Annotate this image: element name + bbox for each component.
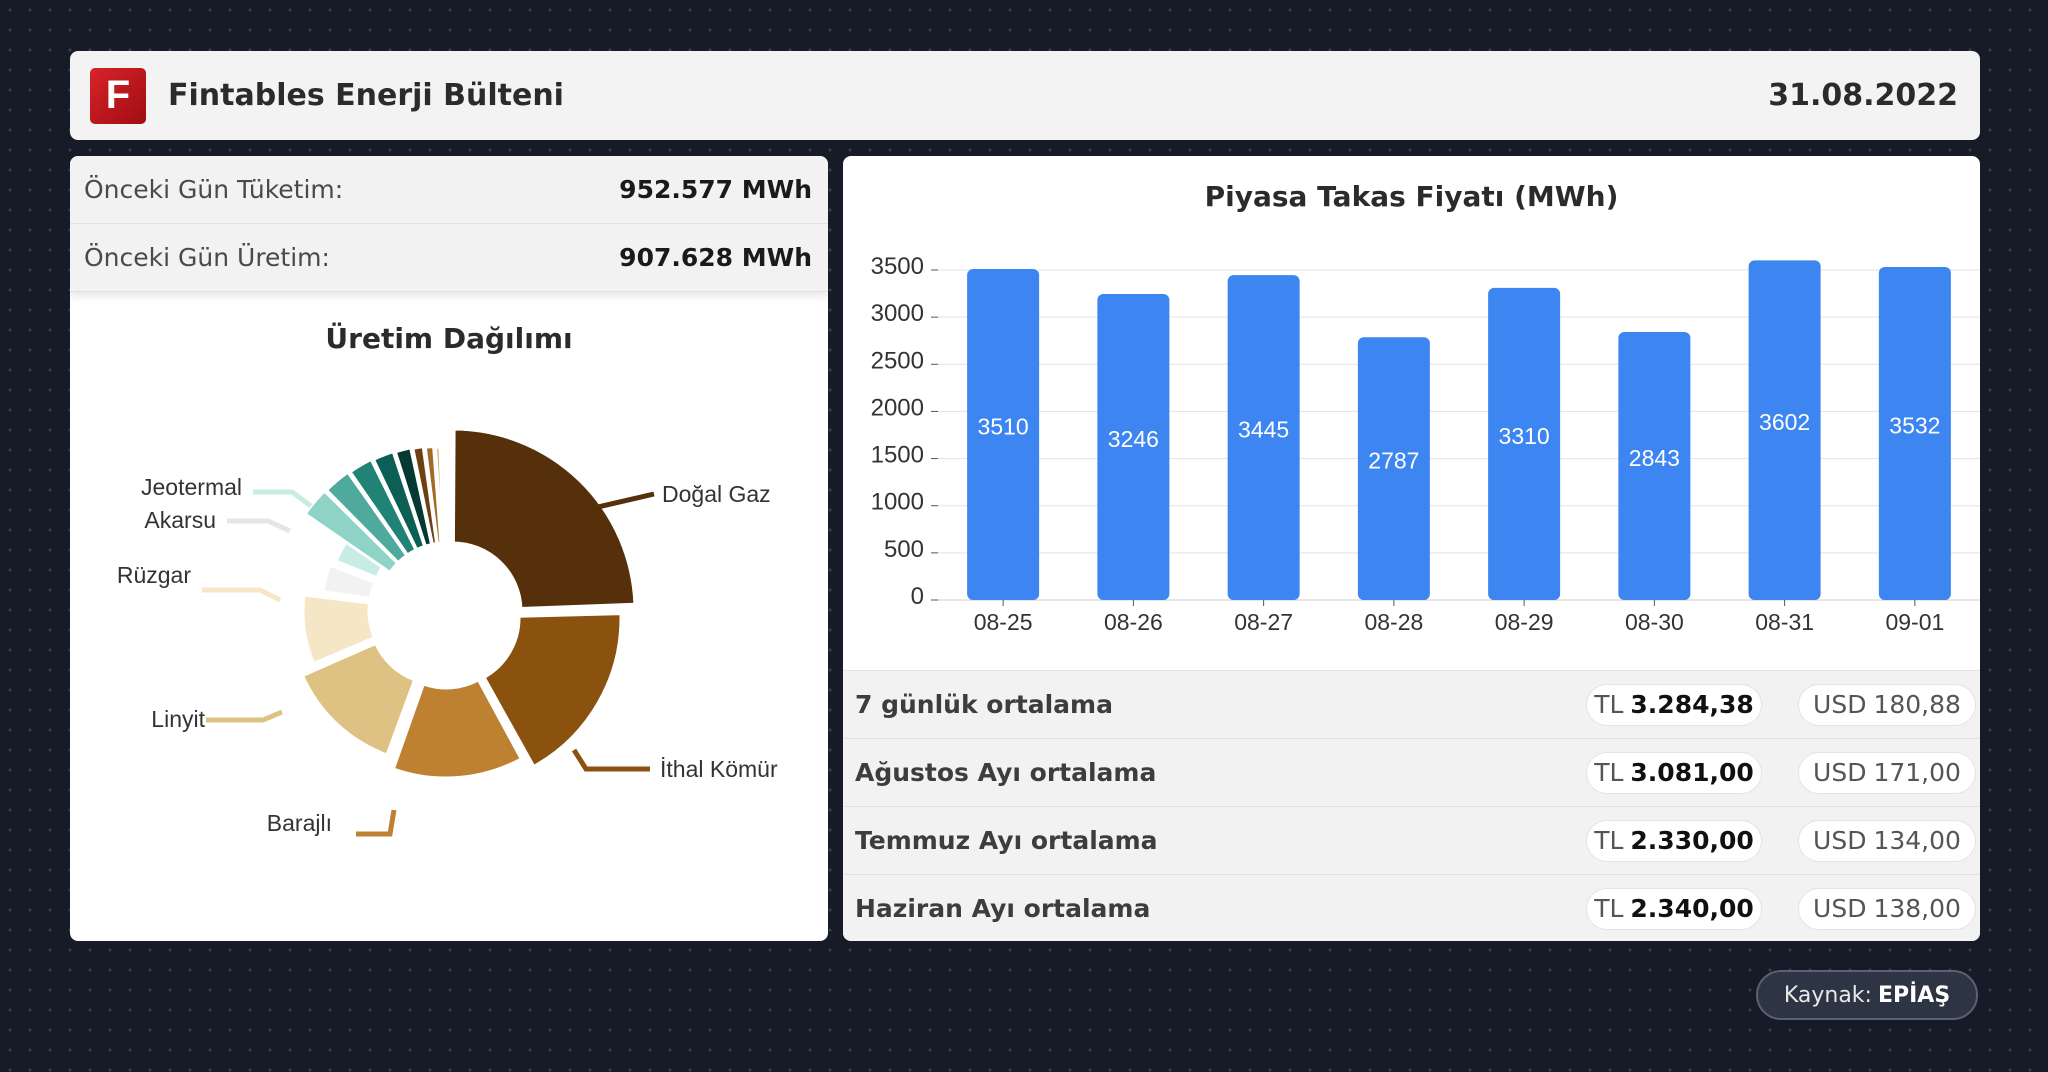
- usd-badge: USD 171,00: [1798, 751, 1976, 794]
- price-bar: [1488, 287, 1561, 600]
- slice-label: Rüzgar: [117, 562, 191, 588]
- header-bar: F Fintables Enerji Bülteni 31.08.2022: [70, 51, 1980, 140]
- avg-row: 7 günlük ortalama TL 3.284,38 USD 180,88: [843, 670, 1980, 738]
- stats-table: Önceki Gün Tüketim: 952.577 MWh Önceki G…: [70, 156, 828, 292]
- avg-label: Haziran Ayı ortalama: [855, 894, 1151, 923]
- x-tick-label: 08-29: [1495, 609, 1554, 635]
- bar-data-label: 2787: [1368, 448, 1419, 474]
- slice-label: Akarsu: [144, 507, 216, 533]
- source-badge[interactable]: Kaynak: EPİAŞ: [1756, 970, 1978, 1020]
- donut-slice: [391, 678, 523, 780]
- production-donut-chart: Doğal Gaz İthal Kömür Barajlı Linyit Rüzgar A…: [117, 427, 778, 837]
- price-chart-title: Piyasa Takas Fiyatı (MWh): [1204, 180, 1619, 213]
- avg-row: Haziran Ayı ortalama TL 2.340,00 USD 138,0…: [843, 874, 1980, 941]
- slice-label: Doğal Gaz: [662, 481, 771, 507]
- stat-label: Önceki Gün Tüketim:: [84, 175, 344, 204]
- bar-data-label: 2843: [1629, 445, 1680, 471]
- price-bar: [1618, 331, 1691, 600]
- avg-row: Ağustos Ayı ortalama TL 3.081,00 USD 171,0…: [843, 738, 1980, 806]
- production-card: Önceki Gün Tüketim: 952.577 MWh Önceki G…: [70, 156, 828, 941]
- tl-badge: TL 2.330,00: [1586, 819, 1762, 862]
- x-tick-label: 08-25: [974, 609, 1033, 635]
- source-label: Kaynak:: [1783, 982, 1872, 1008]
- avg-label: Temmuz Ayı ortalama: [855, 826, 1158, 855]
- usd-badge: USD 134,00: [1798, 819, 1976, 862]
- y-tick-label: 1500: [871, 442, 924, 469]
- slice-label: Jeotermal: [141, 474, 242, 500]
- tl-badge: TL 2.340,00: [1586, 887, 1762, 930]
- price-bar-chart: 0 500 1000 1500 2000 2500 3000 3500 3510 08-25 324…: [871, 253, 1980, 635]
- x-tick-label: 09-01: [1885, 609, 1944, 635]
- slice-label: İthal Kömür: [660, 756, 778, 782]
- bar-data-label: 3246: [1108, 426, 1159, 452]
- price-bar: [1357, 337, 1430, 600]
- slice-leader-line: [571, 748, 650, 772]
- price-card: Piyasa Takas Fiyatı (MWh) 0 500 1000 1500 20…: [843, 156, 1980, 941]
- x-tick-label: 08-31: [1755, 609, 1814, 635]
- slice-label: Barajlı: [267, 810, 332, 836]
- stat-row-production: Önceki Gün Üretim: 907.628 MWh: [70, 224, 828, 292]
- donut-slice: [451, 427, 637, 610]
- y-tick-label: 3000: [871, 300, 924, 327]
- bar-data-label: 3445: [1238, 417, 1289, 443]
- slice-leader-line: [227, 518, 292, 534]
- fintables-logo[interactable]: F: [90, 67, 146, 124]
- slice-leader-line: [253, 489, 313, 509]
- price-bar: [1227, 275, 1300, 600]
- bar-data-label: 3310: [1499, 423, 1550, 449]
- y-tick-label: 2000: [871, 394, 924, 421]
- stat-value: 907.628 MWh: [619, 243, 812, 272]
- stat-value: 952.577 MWh: [619, 175, 812, 204]
- avg-label: Ağustos Ayı ortalama: [855, 758, 1157, 787]
- avg-row: Temmuz Ayı ortalama TL 2.330,00 USD 134,00: [843, 806, 1980, 874]
- x-tick-label: 08-27: [1234, 609, 1293, 635]
- price-bar: [967, 269, 1040, 600]
- donut-slice: [321, 563, 377, 600]
- y-tick-label: 0: [911, 583, 924, 610]
- price-bar: [1748, 260, 1821, 600]
- bar-data-label: 3532: [1889, 412, 1940, 438]
- usd-badge: USD 180,88: [1798, 683, 1976, 726]
- production-chart-title: Üretim Dağılımı: [325, 322, 573, 355]
- averages-table: 7 günlük ortalama TL 3.284,38 USD 180,88 A…: [843, 670, 1980, 941]
- bar-data-label: 3510: [978, 414, 1029, 440]
- bulletin-date: 31.08.2022: [1768, 78, 1958, 113]
- avg-label: 7 günlük ortalama: [855, 690, 1113, 719]
- slice-leader-line: [206, 709, 283, 723]
- stat-row-consumption: Önceki Gün Tüketim: 952.577 MWh: [70, 156, 828, 224]
- bar-data-label: 3602: [1759, 409, 1810, 435]
- app-title: Fintables Enerji Bülteni: [168, 78, 564, 113]
- y-tick-label: 1000: [871, 489, 924, 516]
- donut-slice: [301, 593, 376, 665]
- slice-leader-line: [202, 587, 282, 603]
- source-value: EPİAŞ: [1877, 982, 1951, 1008]
- tl-badge: TL 3.284,38: [1586, 683, 1762, 726]
- x-tick-label: 08-30: [1625, 609, 1684, 635]
- price-bar: [1097, 293, 1170, 600]
- slice-leader-line: [356, 809, 397, 837]
- donut-slice: [301, 641, 417, 757]
- slice-leader-line: [581, 491, 655, 529]
- stat-label: Önceki Gün Üretim:: [84, 243, 330, 272]
- y-tick-label: 500: [884, 536, 924, 563]
- usd-badge: USD 138,00: [1798, 887, 1976, 930]
- tl-badge: TL 3.081,00: [1586, 751, 1762, 794]
- donut-slice: [440, 446, 448, 545]
- y-tick-label: 3500: [871, 253, 924, 280]
- slice-label: Linyit: [151, 706, 205, 732]
- price-bar: [1878, 266, 1951, 600]
- x-tick-label: 08-28: [1364, 609, 1423, 635]
- y-tick-label: 2500: [871, 347, 924, 374]
- x-tick-label: 08-26: [1104, 609, 1163, 635]
- donut-slice: [482, 612, 623, 768]
